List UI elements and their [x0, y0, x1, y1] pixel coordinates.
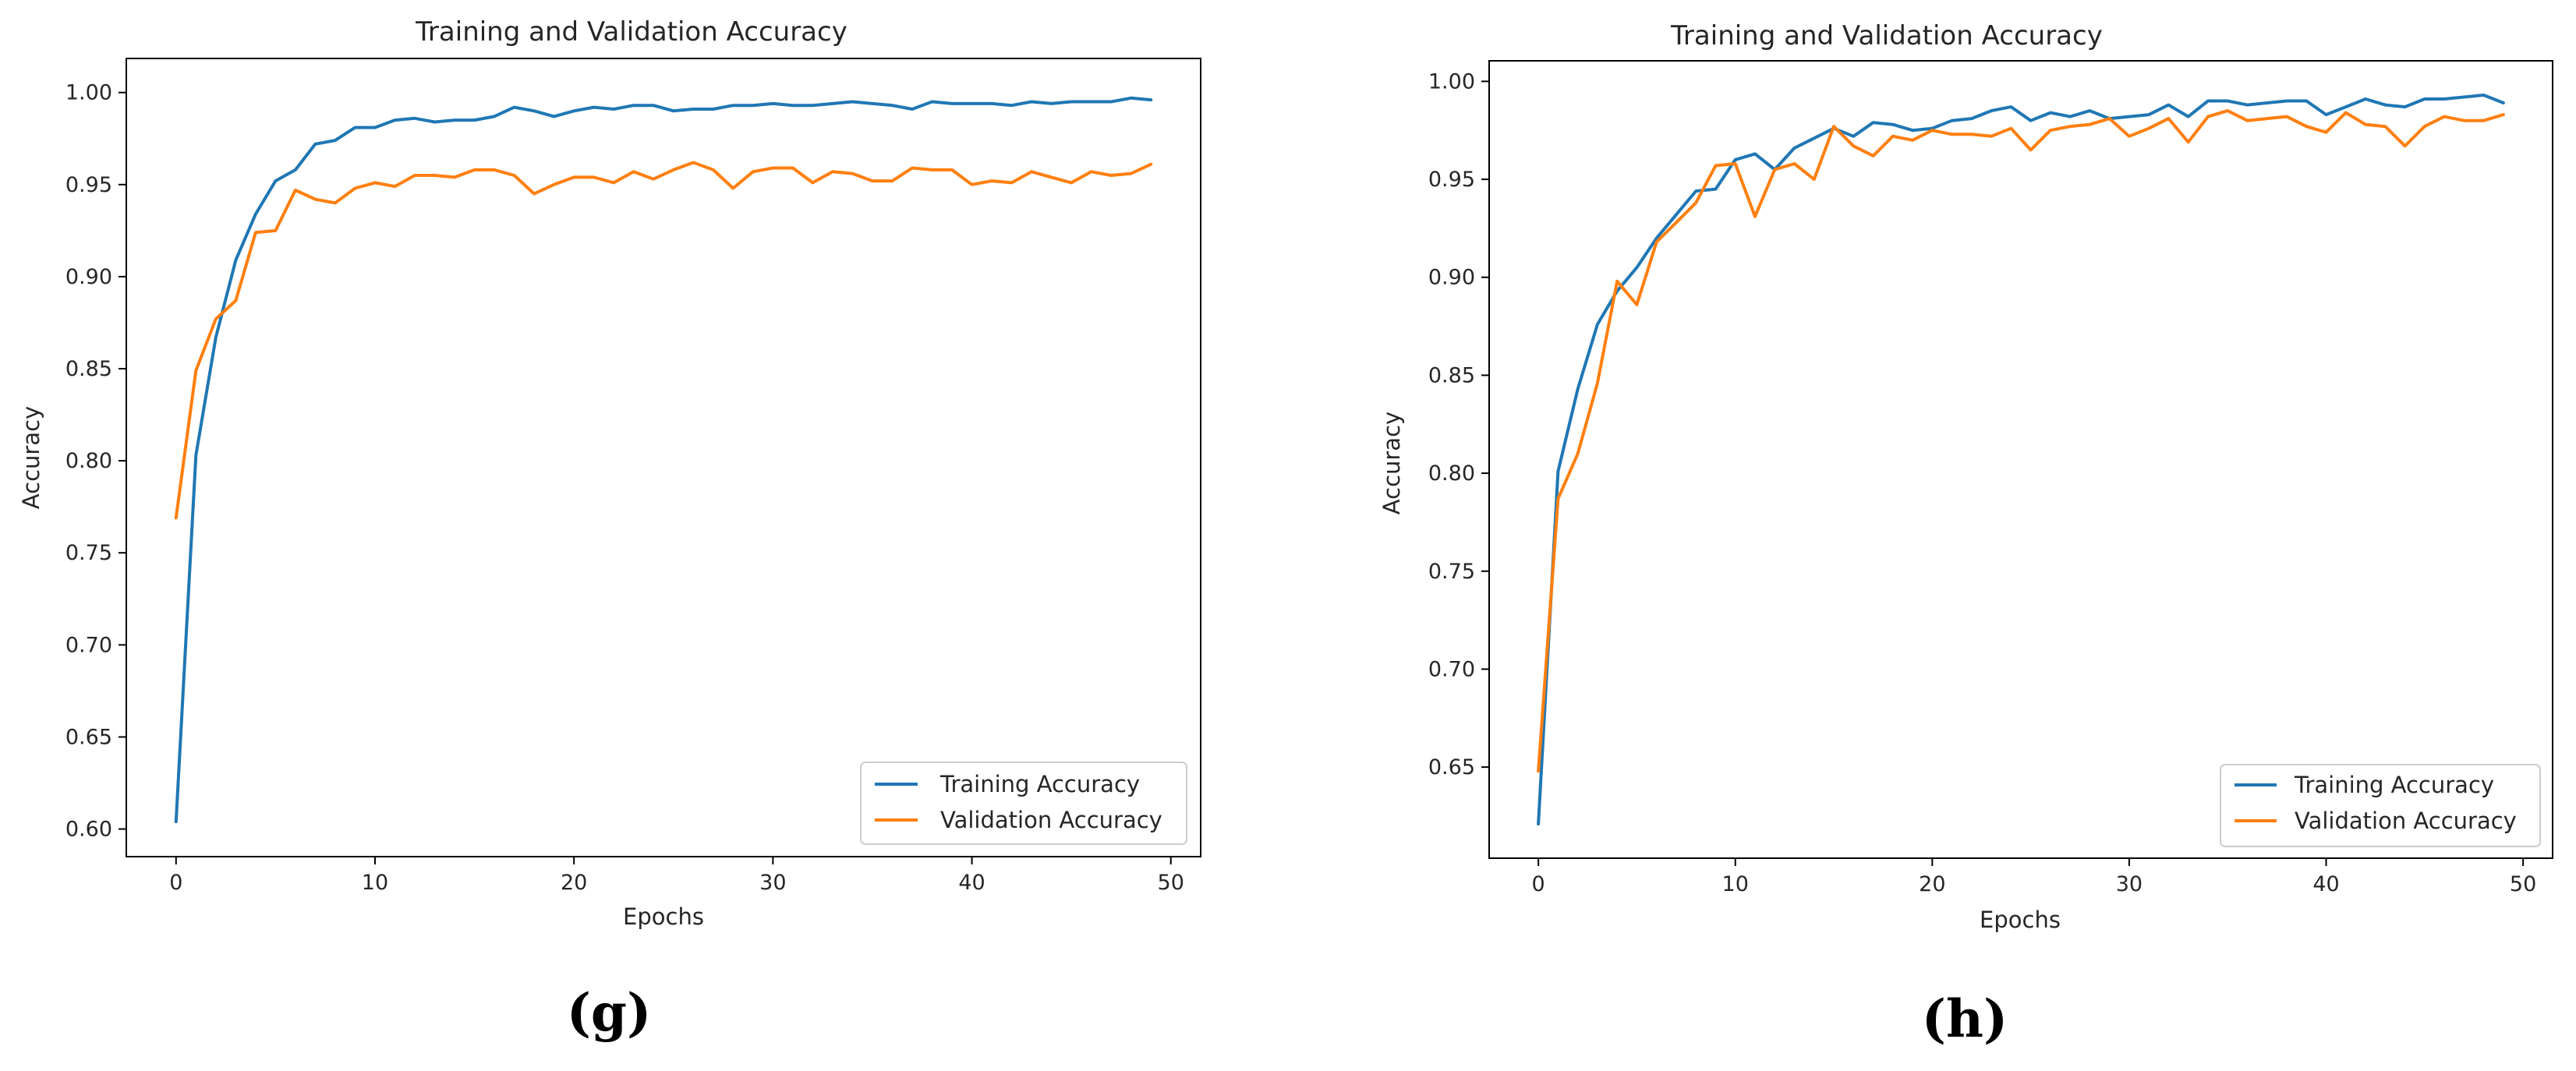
chart-h-panel-label: (h): [1922, 988, 2008, 1049]
chart-g-xtick-label-3: 30: [759, 871, 786, 895]
chart-h-ylabel: Accuracy: [1378, 412, 1405, 514]
chart-h-ytick-label-7: 1.00: [1428, 69, 1475, 94]
chart-g-ytick-label-5: 0.85: [65, 357, 112, 381]
chart-g: Training and Validation Accuracy 0 10 20 30…: [18, 16, 1201, 1043]
chart-g-xtick-label-2: 20: [561, 871, 587, 895]
chart-h-ytick-label-3: 0.80: [1428, 461, 1475, 486]
chart-g-panel-label: (g): [567, 982, 652, 1043]
chart-h: Training and Validation Accuracy 0 10 20 30…: [1378, 20, 2553, 1049]
chart-g-xlabel: Epochs: [623, 903, 704, 930]
chart-g-legend-box: [860, 762, 1187, 845]
chart-g-xtick-label-5: 50: [1158, 871, 1184, 895]
chart-g-ytick-label-3: 0.75: [65, 541, 112, 565]
chart-g-ylabel: Accuracy: [18, 406, 44, 509]
chart-g-training-line: [174, 96, 1153, 824]
chart-h-xtick-label-0: 0: [1532, 872, 1545, 896]
chart-h-legend-training-label: Training Accuracy: [2294, 772, 2494, 798]
chart-h-xtick-label-2: 20: [1919, 872, 1945, 896]
chart-h-xtick-label-5: 50: [2510, 872, 2536, 896]
chart-h-ytick-label-2: 0.75: [1428, 560, 1475, 584]
chart-h-ytick-label-1: 0.70: [1428, 657, 1475, 681]
chart-h-xtick-label-4: 40: [2312, 872, 2339, 896]
chart-h-ytick-label-0: 0.65: [1428, 755, 1475, 779]
chart-h-ytick-label-5: 0.90: [1428, 266, 1475, 290]
chart-g-legend-training-label: Training Accuracy: [939, 771, 1140, 797]
chart-h-title: Training and Validation Accuracy: [1670, 20, 2103, 51]
chart-g-ytick-label-7: 0.95: [65, 173, 112, 197]
chart-g-xtick-label-0: 0: [169, 871, 182, 895]
chart-h-legend-box: [2220, 764, 2541, 847]
chart-g-validation-line: [174, 161, 1153, 520]
chart-g-xtick-label-4: 40: [958, 871, 985, 895]
chart-h-xlabel: Epochs: [1980, 907, 2061, 933]
chart-g-ytick-label-6: 0.90: [65, 265, 112, 289]
chart-g-ytick-label-8: 1.00: [65, 81, 112, 105]
chart-h-legend: Training Accuracy Validation Accuracy: [2220, 764, 2541, 847]
chart-h-validation-line: [1537, 109, 2505, 773]
chart-h-xtick-label-1: 10: [1722, 872, 1749, 896]
chart-h-xtick-label-3: 30: [2116, 872, 2143, 896]
chart-g-ytick-label-1: 0.65: [65, 725, 112, 749]
chart-g-plot-frame: [126, 58, 1201, 857]
chart-g-xtick-label-1: 10: [362, 871, 388, 895]
chart-g-legend-validation-label: Validation Accuracy: [940, 807, 1162, 833]
chart-h-ytick-label-4: 0.85: [1428, 363, 1475, 387]
chart-h-legend-validation-label: Validation Accuracy: [2295, 808, 2517, 834]
chart-h-plot-frame: [1488, 60, 2553, 859]
chart-g-legend: Training Accuracy Validation Accuracy: [860, 762, 1187, 845]
chart-g-ytick-label-0: 0.60: [65, 818, 112, 842]
chart-g-title: Training and Validation Accuracy: [415, 16, 847, 48]
chart-h-training-line: [1537, 94, 2505, 825]
chart-g-ytick-label-4: 0.80: [65, 449, 112, 473]
chart-g-ytick-label-2: 0.70: [65, 633, 112, 657]
chart-h-ytick-label-6: 0.95: [1428, 168, 1475, 192]
